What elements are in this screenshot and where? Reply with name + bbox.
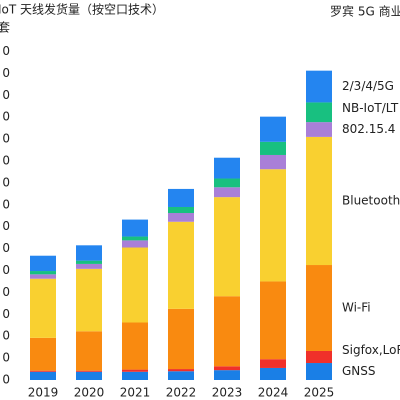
y-tick-label: 0 (2, 88, 10, 102)
bar-segment (306, 122, 332, 137)
bar-segment (306, 350, 332, 364)
source: 罗宾 5G 商业 (330, 4, 400, 19)
bar-segment (76, 260, 102, 264)
bar-segment (122, 371, 148, 380)
bar-segment (214, 197, 240, 297)
bar-segment (76, 331, 102, 371)
series-label: GNSS (342, 364, 376, 378)
series-label: 802.15.4 (342, 122, 395, 136)
bar-segment (306, 265, 332, 351)
x-tick-label: 2019 (28, 386, 59, 400)
bar-segment (168, 371, 194, 380)
bar-segment (168, 308, 194, 370)
bar-segment (76, 370, 102, 372)
bar-segment (168, 206, 194, 214)
y-tick-label: 0 (2, 197, 10, 211)
bar-segment (122, 240, 148, 248)
bar-segment (168, 221, 194, 309)
y-tick-label: 0 (2, 110, 10, 124)
bar-segment (76, 371, 102, 380)
bar-segment (122, 236, 148, 241)
bar-segment (214, 370, 240, 380)
bar-segment (214, 178, 240, 188)
y-tick-label: 0 (2, 241, 10, 255)
bar-segment (76, 263, 102, 269)
y-tick-label: 0 (2, 351, 10, 365)
y-tick-label: 0 (2, 329, 10, 343)
bar-segment (260, 116, 286, 142)
bar-segment (168, 213, 194, 222)
chart-subtitle: 套 (0, 21, 10, 35)
bar-segment (214, 187, 240, 198)
y-tick-label: 0 (2, 66, 10, 80)
y-tick-label: 0 (2, 44, 10, 58)
bar-segment (122, 322, 148, 370)
bar-segment (30, 271, 56, 275)
y-tick-label: 0 (2, 263, 10, 277)
bar-segment (168, 188, 194, 207)
bar-segment (30, 371, 56, 380)
y-tick-label: 0 (2, 373, 10, 387)
bar-segment (76, 245, 102, 261)
bar-segment (30, 255, 56, 272)
bar-segment (30, 337, 56, 371)
chart-title: IoT 天线发货量（按空口技术） (0, 2, 164, 17)
bar-segment (260, 281, 286, 360)
x-tick-label: 2020 (74, 386, 105, 400)
bar-segment (76, 268, 102, 332)
bar-segment (30, 278, 56, 338)
bar-segment (260, 141, 286, 155)
bar-segment (168, 369, 194, 372)
bar-segment (30, 274, 56, 279)
bar-segment (214, 157, 240, 179)
x-tick-label: 2022 (166, 386, 197, 400)
series-label: 2/3/4/5G (342, 79, 394, 93)
series-label: Sigfox,LoR (342, 343, 400, 357)
bar-segment (214, 366, 240, 371)
x-tick-label: 2021 (120, 386, 151, 400)
x-tick-label: 2023 (212, 386, 243, 400)
y-tick-label: 0 (2, 154, 10, 168)
y-tick-label: 0 (2, 175, 10, 189)
bar-segment (260, 359, 286, 368)
bar-segment (260, 154, 286, 170)
y-tick-label: 0 (2, 307, 10, 321)
bar-segment (306, 363, 332, 380)
bar-segment (260, 169, 286, 282)
bar-segment (306, 70, 332, 103)
bar-segment (306, 102, 332, 123)
y-tick-label: 0 (2, 285, 10, 299)
x-tick-label: 2025 (304, 386, 335, 400)
series-label: Wi-Fi (342, 301, 371, 315)
bar-segment (30, 370, 56, 372)
series-label: NB-IoT/LT (342, 101, 399, 115)
bar-segment (306, 136, 332, 266)
bar-segment (122, 219, 148, 237)
bar-segment (260, 367, 286, 380)
bar-segment (122, 247, 148, 323)
y-tick-label: 0 (2, 219, 10, 233)
bar-segment (122, 369, 148, 372)
bar-segment (214, 296, 240, 367)
y-tick-label: 0 (2, 132, 10, 146)
series-label: Bluetooth (342, 193, 400, 207)
x-tick-label: 2024 (258, 386, 289, 400)
